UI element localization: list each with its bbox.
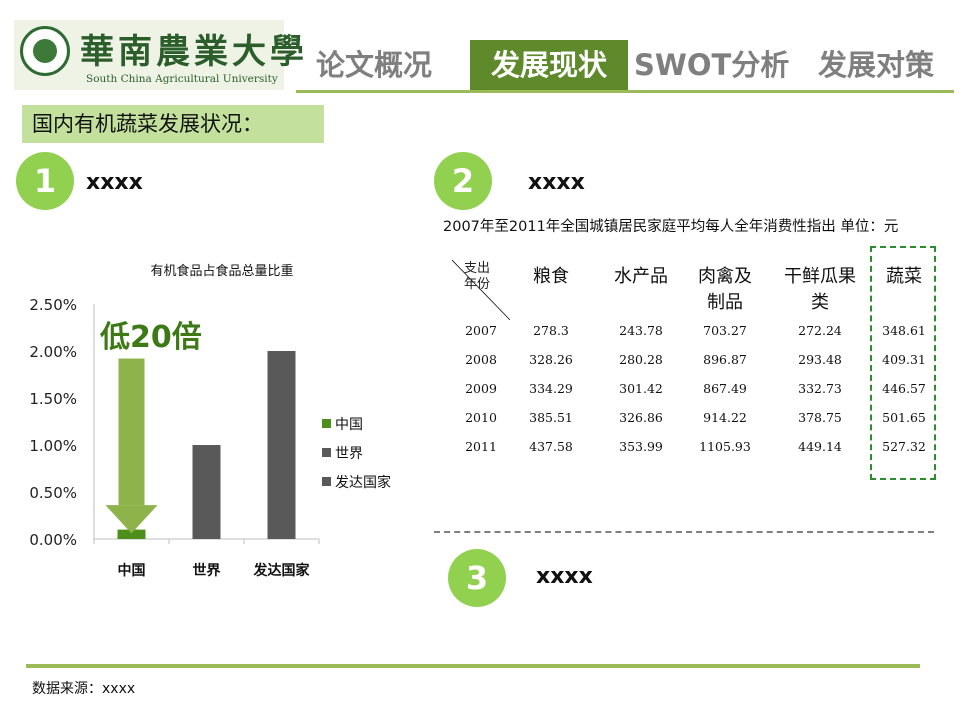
legend-swatch-0 — [322, 419, 331, 428]
organic-food-share-chart: 有机食品占食品总量比重 0.00% 0.50% 1.00% 1.50% 2.00% 2.50… — [29, 263, 391, 579]
table-value-cell: 301.42 — [619, 381, 663, 396]
tab-strategy[interactable]: 发展对策 — [818, 48, 935, 82]
table-value-cell: 332.73 — [798, 381, 842, 396]
table-header-0: 粮食 — [533, 266, 569, 287]
tab-current-status[interactable]: 发展现状 — [470, 40, 628, 90]
table-row: 2009 334.29 301.42 867.49 332.73 446.57 — [452, 374, 942, 403]
table-value-cell: 1105.93 — [699, 439, 751, 454]
section-1-title: xxxx — [86, 170, 143, 195]
table-value-cell: 348.61 — [882, 323, 926, 338]
logo-chinese-name: 華南農業大學 — [80, 32, 308, 72]
university-logo: 華南農業大學 South China Agricultural Universi… — [14, 20, 304, 90]
table-header-1: 水产品 — [614, 266, 668, 287]
table-value-cell: 328.26 — [529, 352, 573, 367]
table-header-3: 干鲜瓜果类 — [784, 266, 856, 313]
bar-2 — [267, 351, 296, 539]
table-year-cell: 2007 — [465, 323, 497, 338]
section-3-badge: 3 — [448, 549, 506, 607]
table-value-cell: 437.58 — [529, 439, 573, 454]
table-corner-cell: 支出 年份 — [452, 260, 510, 320]
y-tick-label: 2.00% — [29, 343, 77, 361]
bar-1 — [192, 445, 221, 539]
annotation-arrow-shaft — [118, 358, 145, 506]
table-title: 2007年至2011年全国城镇居民家庭平均每人全年消费性指出 单位：元 — [443, 219, 899, 235]
x-category-label: 发达国家 — [253, 562, 311, 579]
table-value-cell: 385.51 — [529, 410, 573, 425]
university-seal-icon — [20, 26, 70, 76]
table-year-cell: 2008 — [465, 352, 497, 367]
table-year-cell: 2010 — [465, 410, 497, 425]
section-subtitle: 国内有机蔬菜发展状况： — [22, 105, 324, 143]
y-tick-label: 1.50% — [29, 390, 77, 408]
table-row: 2010 385.51 326.86 914.22 378.75 501.65 — [452, 403, 942, 432]
table-value-cell: 293.48 — [798, 352, 842, 367]
tab-swot[interactable]: SWOT分析 — [634, 48, 790, 82]
table-header-4: 蔬菜 — [886, 266, 922, 287]
table-value-cell: 527.32 — [882, 439, 926, 454]
table-row: 2007 278.3 243.78 703.27 272.24 348.61 — [452, 316, 942, 345]
table-row: 2011 437.58 353.99 1105.93 449.14 527.32 — [452, 432, 942, 461]
data-source-note: 数据来源：xxxx — [32, 681, 136, 697]
bar-0 — [117, 529, 146, 539]
table-value-cell: 501.65 — [882, 410, 926, 425]
y-tick-label: 2.50% — [29, 296, 77, 314]
table-row: 2008 328.26 280.28 896.87 293.48 409.31 — [452, 345, 942, 374]
legend-label-2: 发达国家 — [335, 474, 391, 491]
table-value-cell: 278.3 — [533, 323, 569, 338]
table-value-cell: 353.99 — [619, 439, 663, 454]
corner-label-expense: 支出 — [464, 261, 491, 276]
table-value-cell: 280.28 — [619, 352, 663, 367]
section-2-title: xxxx — [528, 170, 585, 195]
table-value-cell: 326.86 — [619, 410, 663, 425]
corner-diagonal — [452, 260, 510, 320]
y-tick-label: 0.50% — [29, 484, 77, 502]
table-value-cell: 867.49 — [703, 381, 747, 396]
tab-overview[interactable]: 论文概况 — [316, 48, 433, 82]
corner-label-year: 年份 — [464, 277, 491, 292]
footer-divider — [26, 664, 920, 668]
table-value-cell: 243.78 — [619, 323, 663, 338]
section-2-badge: 2 — [434, 152, 492, 210]
dashed-separator — [434, 531, 934, 533]
section-3-title: xxxx — [536, 564, 593, 589]
table-value-cell: 446.57 — [882, 381, 926, 396]
legend-label-0: 中国 — [335, 417, 363, 433]
annotation-label: 低20倍 — [99, 320, 202, 355]
table-value-cell: 334.29 — [529, 381, 573, 396]
y-tick-label: 1.00% — [29, 437, 77, 455]
table-year-cell: 2011 — [465, 439, 497, 454]
y-tick-label: 0.00% — [29, 531, 77, 549]
table-value-cell: 703.27 — [703, 323, 747, 338]
legend-swatch-2 — [322, 477, 331, 486]
table-value-cell: 409.31 — [882, 352, 926, 367]
table-value-cell: 914.22 — [703, 410, 747, 425]
vegetable-column-highlight — [870, 246, 936, 480]
legend-label-1: 世界 — [335, 446, 363, 462]
table-header-row: 支出 年份 粮食 水产品 肉禽及制品 干鲜瓜果类 蔬菜 — [452, 260, 942, 320]
table-value-cell: 378.75 — [798, 410, 842, 425]
annotation-arrow-head — [105, 505, 158, 534]
header-divider — [296, 90, 954, 93]
logo-english-name: South China Agricultural University — [86, 73, 278, 85]
chart-title: 有机食品占食品总量比重 — [150, 263, 293, 279]
x-category-label: 世界 — [193, 562, 222, 579]
table-value-cell: 449.14 — [798, 439, 842, 454]
section-1-badge: 1 — [16, 152, 74, 210]
table-header-2: 肉禽及制品 — [698, 266, 752, 313]
legend-swatch-1 — [322, 448, 331, 457]
table-value-cell: 896.87 — [703, 352, 747, 367]
x-category-label: 中国 — [118, 562, 146, 579]
table-year-cell: 2009 — [465, 381, 497, 396]
table-value-cell: 272.24 — [798, 323, 842, 338]
